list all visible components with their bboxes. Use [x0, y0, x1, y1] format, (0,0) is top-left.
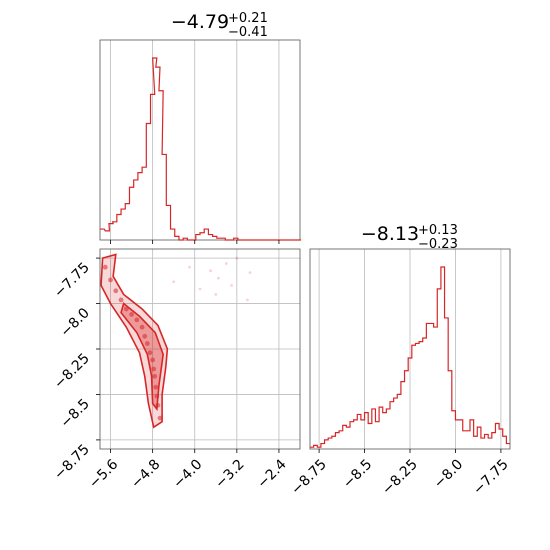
scatter-point [151, 366, 157, 372]
scatter-point [209, 269, 212, 273]
axes-frame-top [99, 39, 301, 241]
title-x-upper: +0.21 [228, 11, 268, 26]
contour-inner [120, 302, 164, 412]
scatter-points [102, 256, 252, 421]
grid-lines-right [318, 249, 502, 449]
scatter-point [188, 265, 191, 269]
contour-outer [100, 253, 169, 429]
title-y-lower: −0.23 [418, 237, 458, 252]
scatter-point [152, 373, 158, 379]
marginal-title-x: −4.79 [171, 11, 229, 33]
scatter-point [147, 350, 153, 356]
scatter-point [129, 312, 134, 317]
scatter-point [118, 297, 124, 303]
scatter-point [144, 341, 150, 346]
marginal-title-y: −8.13 [361, 223, 419, 245]
scatter-point [108, 277, 113, 283]
scatter-point [153, 384, 159, 390]
scatter-point [214, 293, 218, 296]
title-y-median: −8.13 [361, 223, 419, 245]
density-contours [100, 253, 169, 429]
scatter-point [150, 357, 156, 363]
title-x-median: −4.79 [171, 11, 229, 33]
scatter-point [172, 280, 176, 284]
scatter-point [142, 333, 148, 339]
scatter-point [157, 415, 163, 421]
marginal-histogram-x: −4.79 +0.21 −0.41 [99, 11, 302, 244]
scatter-point [217, 276, 220, 280]
grid-lines-top [110, 40, 280, 240]
histogram-step-x [100, 57, 302, 241]
title-x-lower: −0.41 [228, 25, 268, 40]
scatter-point [123, 306, 129, 312]
title-y-upper: +0.13 [418, 223, 458, 238]
scatter-point [198, 287, 202, 291]
scatter-point [134, 317, 140, 323]
scatter-point [230, 283, 233, 287]
scatter-point [235, 256, 239, 260]
ticks-top [110, 240, 280, 244]
scatter-point [139, 324, 145, 330]
scatter-point [245, 298, 249, 302]
grid-lines-joint [100, 249, 300, 449]
scatter-point [102, 264, 108, 270]
scatter-point [224, 262, 228, 265]
scatter-point [113, 288, 119, 294]
scatter-point [248, 271, 252, 275]
histogram-step-y [310, 266, 510, 448]
